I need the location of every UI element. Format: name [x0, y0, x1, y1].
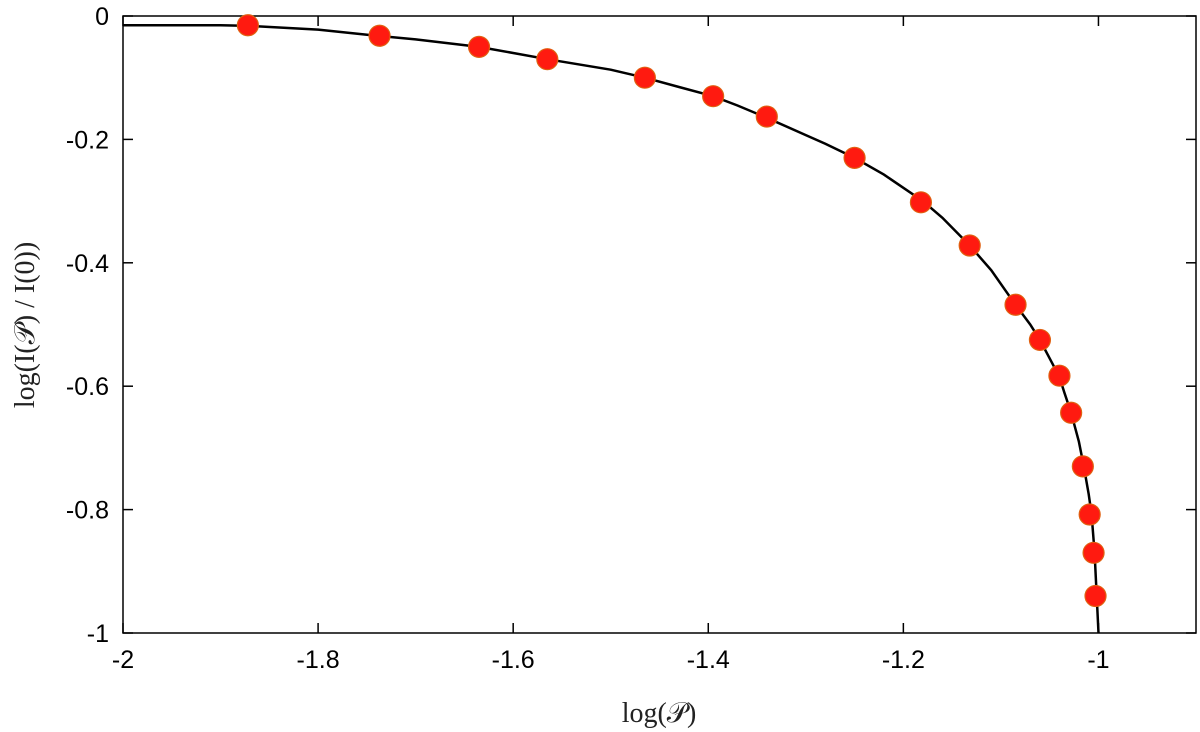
- data-point: [368, 24, 391, 47]
- y-tick-label: -0.6: [66, 373, 109, 401]
- data-point: [1048, 364, 1071, 387]
- series-markers: [236, 14, 1107, 608]
- data-point: [1084, 584, 1107, 608]
- data-point: [755, 105, 778, 128]
- x-tick-label: -1.6: [492, 646, 535, 674]
- data-point: [536, 48, 559, 71]
- data-point: [633, 66, 656, 89]
- data-point: [236, 14, 259, 37]
- y-axis-label: log(I(𝒫) / I(0)): [10, 242, 41, 408]
- data-point: [1078, 503, 1101, 526]
- x-tick-label: -2: [112, 646, 134, 674]
- data-point: [843, 146, 866, 170]
- data-point: [1060, 401, 1083, 424]
- x-tick-label: -1.2: [882, 646, 925, 674]
- plot-area: [122, 15, 1197, 634]
- data-point: [1071, 455, 1094, 478]
- y-tick-label: 0: [95, 3, 109, 31]
- y-axis-ticks: 0 -0.2 -0.4 -0.6 -0.8 -1: [66, 3, 1196, 648]
- data-point: [958, 234, 981, 257]
- y-tick-label: -0.4: [66, 250, 109, 278]
- y-tick-label: -1: [87, 620, 109, 648]
- data-point: [909, 191, 933, 214]
- data-point: [467, 35, 491, 58]
- data-point: [1004, 293, 1027, 316]
- data-point: [1028, 328, 1052, 352]
- x-axis-label: log(𝒫): [622, 698, 697, 729]
- data-point: [702, 85, 725, 108]
- x-tick-label: -1: [1087, 646, 1109, 674]
- x-axis-ticks: -2 -1.8 -1.6 -1.4 -1.2 -1: [112, 16, 1110, 674]
- y-tick-label: -0.8: [66, 497, 109, 525]
- data-point: [1082, 541, 1105, 564]
- y-tick-label: -0.2: [66, 126, 109, 154]
- x-tick-label: -1.8: [297, 646, 340, 674]
- x-tick-label: -1.4: [687, 646, 730, 674]
